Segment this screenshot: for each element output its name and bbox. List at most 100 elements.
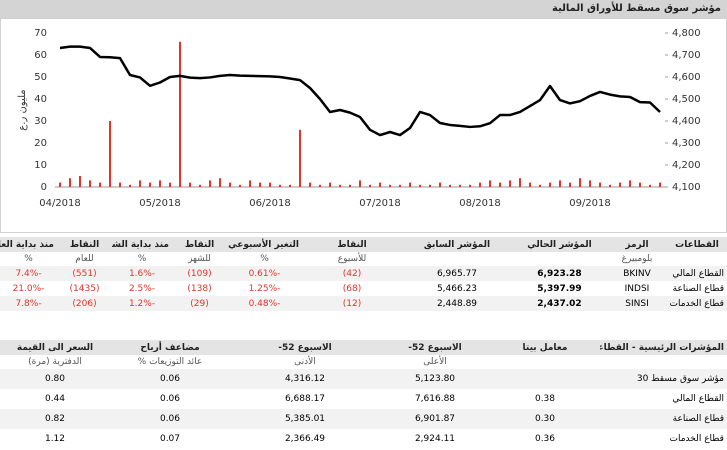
- bar: [99, 182, 101, 187]
- bar: [469, 184, 471, 187]
- table-cell: المؤشر الحالي: [512, 237, 607, 252]
- y2-tick-label: 4,800: [672, 28, 701, 39]
- bar: [359, 180, 361, 187]
- table-cell: 6,901.87: [380, 409, 490, 429]
- table-cell: قطاع الخدمات: [667, 296, 727, 311]
- table-cell: القطاع المالي: [672, 394, 724, 404]
- table-cell: القطاعات: [667, 237, 727, 252]
- table-cell: قطاع الخدمات: [669, 434, 724, 444]
- bar: [299, 129, 301, 187]
- bar: [149, 182, 151, 187]
- bar: [399, 184, 401, 187]
- table-cell: للأسبوع: [337, 254, 367, 264]
- bar: [419, 184, 421, 187]
- bar: [349, 184, 351, 187]
- bar: [119, 182, 121, 187]
- table-row: قطاع الخدمات SINSI 2,437.02 2,448.89 (12) -0.…: [0, 296, 727, 311]
- table-cell: (12): [302, 296, 402, 311]
- y-tick-label: 20: [34, 138, 47, 149]
- bar: [259, 182, 261, 187]
- y2-tick-label: 4,100: [672, 182, 701, 193]
- table-cell: 0.38: [534, 394, 556, 404]
- table-cell: مؤشر سوق مسقط 30: [600, 369, 727, 389]
- table-cell: الأدنى: [294, 357, 316, 367]
- y2-tick-label: 4,400: [672, 116, 701, 127]
- bar: [609, 184, 611, 187]
- bar: [549, 182, 551, 187]
- indicators-table: المؤشرات الرئيسية - القطاعاتمعامل بيتا ال…: [0, 340, 727, 449]
- bar: [289, 184, 291, 187]
- y-axis-label: مليون ر.ع: [17, 89, 28, 130]
- table-cell: 5,466.23: [436, 283, 478, 294]
- table-cell: للعام: [75, 254, 94, 264]
- bar: [489, 180, 491, 187]
- table-cell: بلومبيرغ: [621, 254, 653, 264]
- table-cell: (138): [187, 283, 212, 294]
- table-cell: 2,437.02: [512, 296, 607, 311]
- table-cell: -2.5%: [128, 283, 156, 294]
- header-title: مؤشر سوق مسقط للأوراق المالية: [0, 0, 727, 18]
- bar: [589, 180, 591, 187]
- bar: [199, 184, 201, 187]
- bar: [209, 180, 211, 187]
- table-cell: -7.8%: [0, 296, 57, 311]
- table-cell: الدفترية (مرة): [28, 357, 82, 367]
- table-cell: 0.30: [490, 409, 600, 429]
- bar: [409, 182, 411, 187]
- table-cell: 0.07: [159, 434, 181, 444]
- table-cell: 2,448.89: [402, 296, 512, 311]
- table-cell: (1435): [69, 283, 100, 294]
- table-cell: -1.2%: [112, 296, 172, 311]
- line: [59, 45, 661, 137]
- table-cell: عائد التوزيعات %: [137, 357, 203, 367]
- bar: [339, 184, 341, 187]
- bar: [79, 176, 81, 187]
- table-cell: -0.61%: [227, 266, 302, 281]
- table-row: القطاع المالي BKINV 6,923.28 6,965.77 (42) -0…: [0, 266, 727, 281]
- chart: مليون ر.ع 0 10 20 30 40 50 60 70 4,100 4,200 4,300…: [0, 18, 727, 233]
- bar: [429, 184, 431, 187]
- table-cell: -21.0%: [12, 283, 45, 294]
- bar: [229, 182, 231, 187]
- bar: [249, 180, 251, 187]
- bar: [649, 184, 651, 187]
- table-cell: الاسبوع 52-: [230, 340, 380, 355]
- bar: [239, 184, 241, 187]
- table-cell: السعر الى القيمة: [0, 340, 110, 355]
- table-cell: معامل بيتا: [490, 340, 600, 355]
- y-tick-label: 40: [34, 94, 47, 105]
- x-tick-label: 05/2018: [139, 198, 181, 209]
- bar: [129, 184, 131, 187]
- bar: [519, 178, 521, 187]
- y2-tick-label: 4,600: [672, 72, 701, 83]
- table-cell: النقاط: [172, 237, 227, 252]
- table-cell: 0.80: [0, 369, 110, 389]
- bar: [449, 184, 451, 187]
- table-cell: 6,923.28: [512, 266, 607, 281]
- table-cell: 5,123.80: [380, 369, 490, 389]
- table-cell: 5,385.01: [230, 409, 380, 429]
- table-cell: قطاع الصناعة: [600, 409, 727, 429]
- table-cell: النقاط: [302, 237, 402, 252]
- table-row: القطاعات الرمز المؤشر الحالي المؤشر السابق ا…: [0, 237, 727, 252]
- table-cell: 0.44: [44, 394, 66, 404]
- table-cell: 6,688.17: [284, 394, 326, 404]
- table-cell: 0.06: [110, 409, 230, 429]
- bar: [319, 184, 321, 187]
- table-row: المؤشرات الرئيسية - القطاعاتمعامل بيتا ال…: [0, 340, 727, 355]
- bar: [619, 182, 621, 187]
- y2-tick-label: 4,200: [672, 160, 701, 171]
- table-row: قطاع الصناعة INDSI 5,397.99 5,466.23 (68) -1.…: [0, 281, 727, 296]
- bar: [309, 182, 311, 187]
- y-tick-label: 50: [34, 72, 47, 83]
- bar: [639, 182, 641, 187]
- y-tick-label: 60: [34, 50, 47, 61]
- table-cell: منذ بداية العام: [0, 237, 57, 252]
- table-cell: [600, 355, 727, 369]
- table-cell: التغير الأسبوعي: [227, 237, 302, 252]
- table-row: قطاع الخدمات 0.36 2,924.11 2,366.49 0.07 1.12: [0, 429, 727, 449]
- bar: [369, 184, 371, 187]
- table-cell: المؤشرات الرئيسية - القطاعات: [600, 340, 727, 355]
- table-cell: 2,366.49: [284, 434, 326, 444]
